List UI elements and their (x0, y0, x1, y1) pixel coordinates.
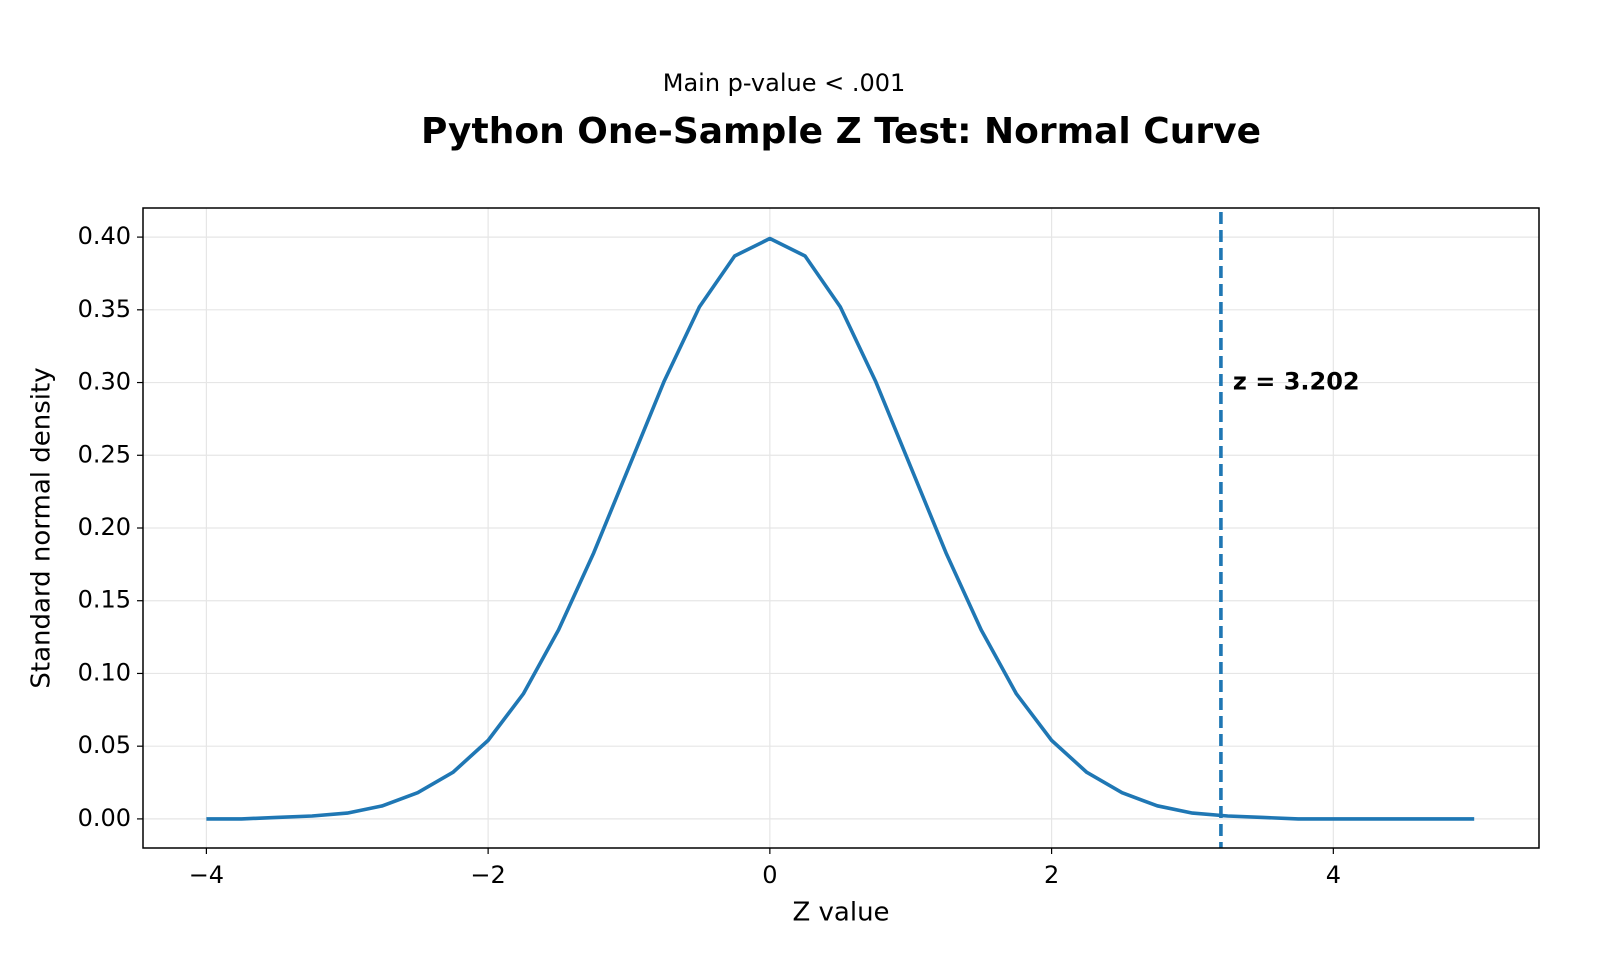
x-tick-label: 2 (1044, 861, 1059, 889)
y-tick-label: 0.10 (78, 658, 131, 686)
y-tick-label: 0.15 (78, 586, 131, 614)
x-axis-label: Z value (792, 898, 889, 928)
y-tick-label: 0.25 (78, 440, 131, 468)
x-tick-label: −4 (189, 861, 224, 889)
density-curve (206, 236, 1475, 821)
plot-frame (142, 207, 1540, 849)
x-tick-label: 4 (1326, 861, 1341, 889)
y-axis-label: Standard normal density (27, 367, 57, 688)
y-tick-label: 0.00 (78, 804, 131, 832)
chart-subtitle: Main p-value < .001 (663, 69, 906, 97)
y-tick-label: 0.35 (78, 295, 131, 323)
y-tick-label: 0.30 (78, 368, 131, 396)
z-annotation: z = 3.202 (1233, 368, 1360, 396)
x-tick-label: 0 (762, 861, 777, 889)
y-tick-label: 0.40 (78, 222, 131, 250)
y-tick-label: 0.20 (78, 513, 131, 541)
y-tick-label: 0.05 (78, 731, 131, 759)
x-tick-label: −2 (470, 861, 505, 889)
chart-title: Python One-Sample Z Test: Normal Curve (421, 111, 1261, 152)
